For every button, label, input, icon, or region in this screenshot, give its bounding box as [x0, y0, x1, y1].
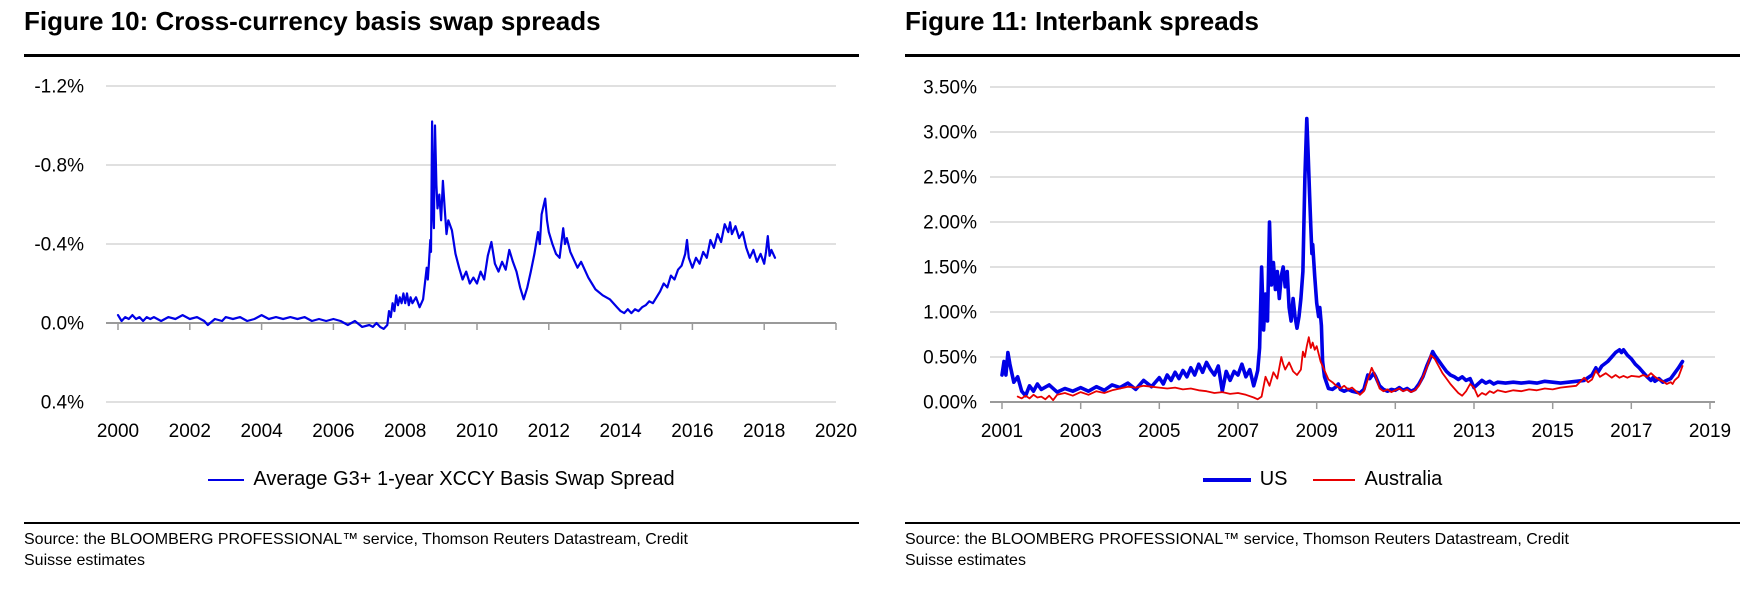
figure11-panel: Figure 11: Interbank spreads 3.50% 3.00% 2…	[905, 0, 1740, 595]
figure11-source-rule	[905, 522, 1740, 524]
figure10-source-line2: Suisse estimates	[24, 552, 145, 569]
g3-xccy-legend-label: Average G3+ 1-year XCCY Basis Swap Sprea…	[253, 468, 675, 490]
x-axis-label: 2015	[1532, 421, 1574, 442]
x-axis-label: 2008	[384, 421, 426, 442]
x-axis-label: 2016	[671, 421, 713, 442]
figure11-chart: 3.50% 3.00% 2.50% 2.00% 1.50% 1.00% 0.50% 0.00%…	[923, 78, 1731, 443]
figure10-title-rule	[24, 54, 859, 57]
y-axis-label: 2.50%	[923, 168, 977, 189]
australia-legend-line	[1313, 478, 1356, 481]
figure10-legend: Average G3+ 1-year XCCY Basis Swap Sprea…	[24, 468, 859, 491]
x-axis-label: 2011	[1375, 421, 1416, 442]
x-axis-label: 2007	[1217, 421, 1259, 442]
us-legend-label: US	[1259, 468, 1288, 490]
x-axis-label: 2018	[743, 421, 785, 442]
y-axis-label: 3.00%	[923, 123, 977, 144]
figure11-source: Source: the BLOOMBERG PROFESSIONAL™ serv…	[905, 529, 1740, 571]
y-axis-label: 0.50%	[923, 348, 977, 369]
x-axis-label: 2004	[240, 421, 283, 442]
y-axis-label: 0.0%	[41, 314, 84, 335]
figure10-title: Figure 10: Cross-currency basis swap spr…	[24, 6, 601, 36]
figure11-legend: US Australia	[905, 468, 1740, 491]
y-axis-label: 0.4%	[41, 393, 84, 414]
x-axis-label: 2000	[97, 421, 139, 442]
g3-xccy-legend-line	[208, 478, 245, 481]
figure10-source-line1: Source: the BLOOMBERG PROFESSIONAL™ serv…	[24, 531, 688, 548]
x-axis-label: 2005	[1138, 421, 1180, 442]
series-line-us	[1000, 116, 1685, 398]
x-axis-label: 2009	[1296, 421, 1338, 442]
x-axis-label: 2012	[528, 421, 570, 442]
x-axis-label: 2019	[1689, 421, 1731, 442]
y-axis-label: 0.00%	[923, 393, 977, 414]
figure11-source-line1: Source: the BLOOMBERG PROFESSIONAL™ serv…	[905, 531, 1569, 548]
y-axis-label: -1.2%	[34, 77, 84, 98]
figure11-title: Figure 11: Interbank spreads	[905, 6, 1260, 36]
y-axis-label: 3.50%	[923, 78, 977, 99]
x-axis-label: 2006	[312, 421, 354, 442]
figure10-source-rule	[24, 522, 859, 524]
australia-legend-label: Australia	[1364, 468, 1443, 490]
y-axis-label: -0.8%	[34, 156, 84, 177]
x-axis-label: 2013	[1453, 421, 1495, 442]
y-axis-label: 1.00%	[923, 303, 977, 324]
x-axis-label: 2003	[1060, 421, 1102, 442]
legend-item-g3-xccy: Average G3+ 1-year XCCY Basis Swap Sprea…	[208, 468, 675, 491]
figure11-title-rule	[905, 54, 1740, 57]
x-axis-label: 2001	[981, 421, 1023, 442]
y-axis-label: -0.4%	[34, 235, 84, 256]
series-line-average-g3-1-year-xccy-basis-swap-spread	[116, 120, 777, 330]
series-line-australia	[1016, 336, 1684, 402]
legend-item-australia: Australia	[1313, 468, 1442, 491]
figure10-panel: Figure 10: Cross-currency basis swap spr…	[24, 0, 859, 595]
x-axis-label: 2017	[1610, 421, 1652, 442]
figure10-source: Source: the BLOOMBERG PROFESSIONAL™ serv…	[24, 529, 859, 571]
x-axis-label: 2002	[169, 421, 211, 442]
figure10-chart: -1.2% -0.8% -0.4% 0.0% 0.4% 2000 2002 2004 2006 2…	[34, 77, 857, 443]
y-axis-label: 2.00%	[923, 213, 977, 234]
x-axis-label: 2010	[456, 421, 498, 442]
us-legend-line	[1202, 477, 1251, 482]
y-axis-label: 1.50%	[923, 258, 977, 279]
figure11-source-line2: Suisse estimates	[905, 552, 1026, 569]
x-axis-label: 2020	[815, 421, 857, 442]
x-axis-label: 2014	[599, 421, 642, 442]
legend-item-us: US	[1202, 468, 1288, 491]
